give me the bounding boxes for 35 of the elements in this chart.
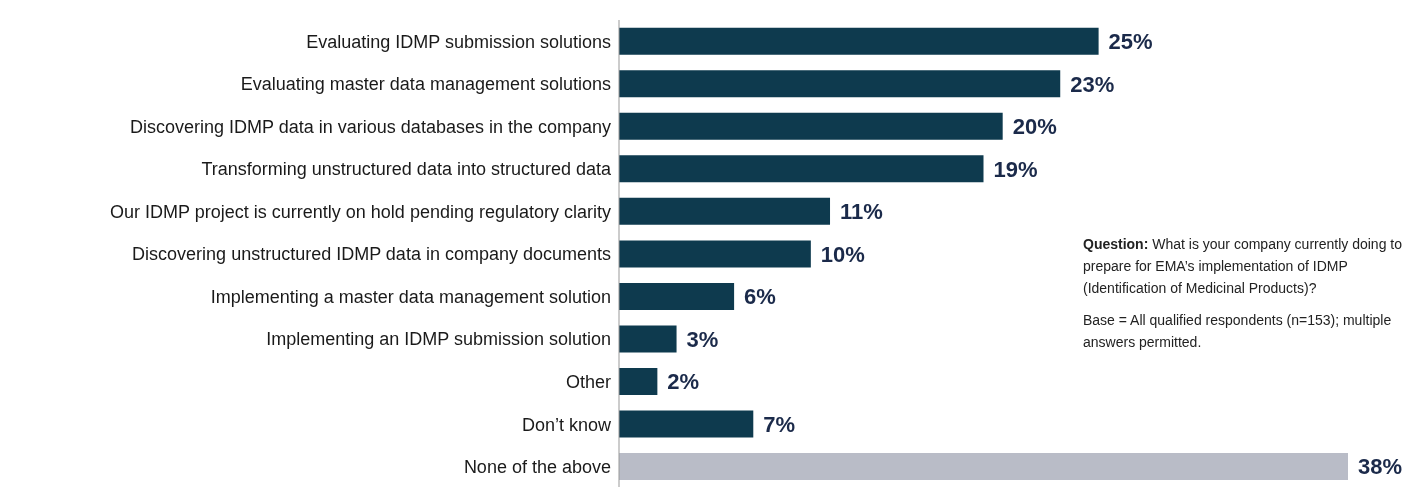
annotation: Question: What is your company currently doing to prepare for EMA’s implementation of IDMP (Identification of Medicinal Products)? [1083, 235, 1403, 298]
y-tick-label: Discovering IDMP data in various databases in the company [130, 116, 611, 137]
bar [619, 27, 1099, 55]
y-tick-label: Transforming unstructured data into structured data [201, 159, 612, 180]
annotation: Base = All qualified respondents (n=153); multiple answers permitted. [1083, 311, 1393, 352]
bar [619, 70, 1061, 98]
data-label: 6% [744, 284, 776, 310]
y-tick-label: None of the above [463, 457, 611, 478]
bar [619, 368, 658, 396]
data-label: 10% [820, 241, 865, 267]
bar [619, 197, 831, 225]
y-tick-label: Discovering unstructured IDMP data in company documents [132, 244, 611, 265]
data-label: 3% [686, 326, 719, 352]
y-tick-label: Our IDMP project is currently on hold pending regulatory clarity [110, 201, 611, 222]
bar [619, 240, 811, 268]
bar [619, 410, 754, 438]
y-tick-label: Implementing a master data management solution [210, 286, 611, 307]
data-label: 19% [993, 156, 1038, 182]
data-label: 11% [840, 199, 883, 225]
y-tick-label: Other [565, 372, 611, 393]
data-label: 25% [1108, 28, 1153, 54]
bar [619, 325, 677, 353]
data-label: 7% [763, 411, 796, 437]
y-tick-label: Evaluating IDMP submission solutions [306, 31, 611, 52]
y-tick-label: Evaluating master data management solutions [240, 74, 611, 95]
bar [619, 453, 1348, 481]
y-tick-label: Don’t know [521, 414, 612, 435]
data-label: 23% [1070, 71, 1115, 97]
bar [619, 282, 735, 310]
bar [619, 112, 1003, 140]
data-label: 38% [1358, 454, 1403, 480]
data-label: 20% [1012, 114, 1057, 140]
bar [619, 155, 984, 183]
y-tick-label: Implementing an IDMP submission solution [266, 329, 611, 350]
data-label: 2% [667, 369, 700, 395]
